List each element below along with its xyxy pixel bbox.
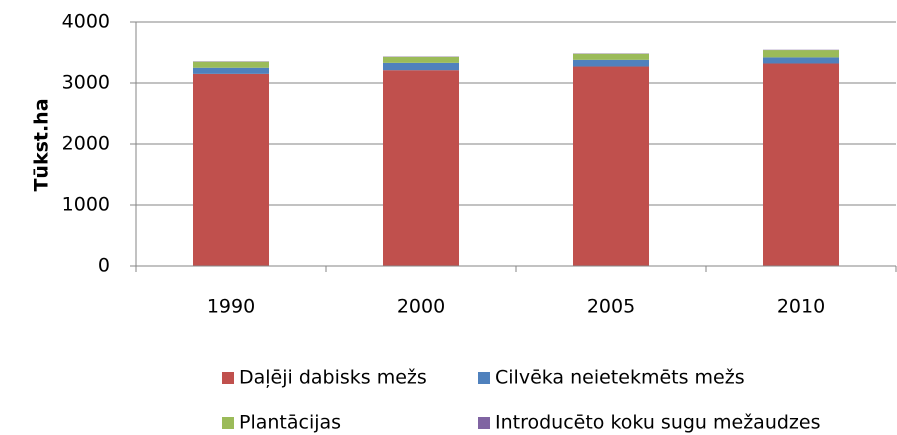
bar-segment — [573, 53, 649, 60]
legend-label: Cilvēka neietekmēts mežs — [495, 367, 745, 389]
bar-segment — [763, 50, 839, 58]
y-tick-label: 1000 — [62, 194, 110, 216]
x-tick-label: 2000 — [397, 296, 445, 318]
bar-segment — [383, 70, 459, 266]
legend-swatch — [478, 372, 490, 384]
bar-segment — [383, 62, 459, 71]
legend-swatch — [478, 417, 490, 429]
bar-segment — [193, 67, 269, 74]
y-tick-label: 2000 — [62, 133, 110, 155]
bar-segment — [763, 63, 839, 267]
x-tick-label: 2010 — [777, 296, 825, 318]
bar-segment — [573, 66, 649, 266]
bar-segment — [383, 56, 459, 63]
x-tick-label: 1990 — [207, 296, 255, 318]
legend-label: Introducēto koku sugu mežaudzes — [495, 412, 820, 434]
legend-swatch — [222, 417, 234, 429]
bar-segment — [763, 57, 839, 64]
bar-segment — [193, 73, 269, 266]
legend-label: Plantācijas — [239, 412, 341, 434]
bar-segment — [573, 59, 649, 67]
legend-swatch — [222, 372, 234, 384]
y-tick-label: 4000 — [62, 11, 110, 33]
y-tick-label: 3000 — [62, 72, 110, 94]
y-tick-label: 0 — [98, 255, 110, 277]
legend-label: Daļēji dabisks mežs — [239, 367, 427, 389]
y-axis-label: Tūkst.ha — [31, 98, 53, 191]
bar-segment — [193, 61, 269, 68]
x-tick-label: 2005 — [587, 296, 635, 318]
